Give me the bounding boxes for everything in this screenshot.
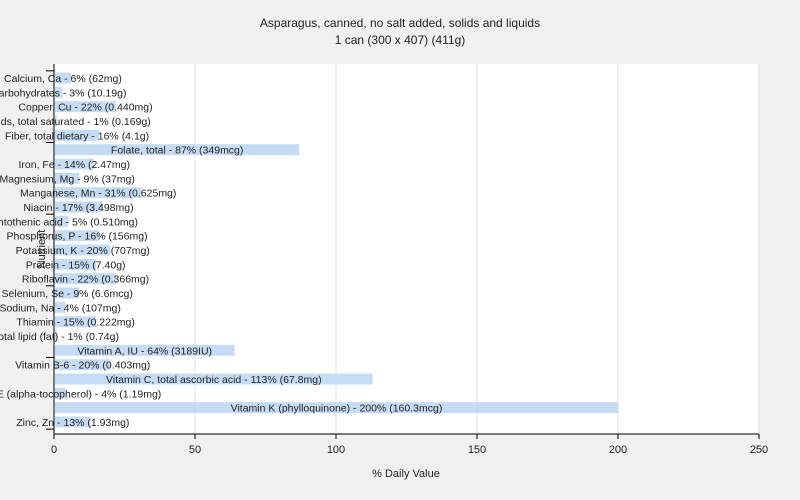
bar-1 — [55, 86, 63, 98]
x-tick-labels: 0 50 100 150 200 250 — [51, 444, 768, 456]
chart-subtitle: 1 can (300 x 407) (411g) — [335, 33, 466, 47]
bar-label-7: Magnesium, Mg - 9% (37mg) — [0, 173, 135, 185]
bar-9 — [55, 201, 102, 213]
bar-23 — [55, 402, 618, 414]
bar-label-5: Folate, total - 87% (349mcg) — [111, 145, 243, 157]
gridlines — [194, 64, 760, 434]
bar-14 — [55, 273, 117, 285]
bar-0 — [55, 72, 71, 84]
x-tick-label-3: 150 — [468, 444, 486, 456]
bar-19 — [55, 344, 235, 356]
bar-label-15: Selenium, Se - 9% (6.6mcg) — [2, 288, 133, 300]
bar-label-20: Vitamin B-6 - 20% (0.403mg) — [15, 360, 150, 372]
axes — [46, 64, 760, 439]
bar-label-1: Carbohydrates - 3% (10.19g) — [0, 87, 126, 99]
bar-18 — [55, 330, 57, 342]
bar-label-0: Calcium, Ca - 6% (62mg) — [4, 73, 122, 85]
x-tick-label-1: 50 — [189, 444, 201, 456]
bar-label-24: Zinc, Zn - 13% (1.93mg) — [16, 417, 129, 429]
bar-label-9: Niacin - 17% (3.498mg) — [23, 202, 133, 214]
y-axis-label: Nutrient — [36, 230, 48, 269]
bar-2 — [55, 101, 117, 113]
x-tick-label-4: 200 — [609, 444, 627, 456]
bar-15 — [55, 287, 80, 299]
bar-label-2: Copper, Cu - 22% (0.440mg) — [18, 102, 152, 114]
bar-13 — [55, 258, 97, 270]
bar-label-19: Vitamin A, IU - 64% (3189IU) — [77, 345, 212, 357]
bar-labels: Calcium, Ca - 6% (62mg) Carbohydrates - 3… — [0, 73, 442, 429]
chart-title: Asparagus, canned, no salt added, solids… — [260, 16, 540, 30]
bar-label-13: Protein - 15% (7.40g) — [26, 259, 126, 271]
bar-label-17: Thiamin - 15% (0.222mg) — [16, 317, 134, 329]
plot-area — [54, 64, 759, 434]
bar-label-6: Iron, Fe - 14% (2.47mg) — [19, 159, 130, 171]
bars — [55, 72, 618, 428]
bar-4 — [55, 129, 100, 141]
bar-3 — [55, 115, 57, 127]
bar-label-21: Vitamin C, total ascorbic acid - 113% (6… — [106, 374, 322, 386]
bar-24 — [55, 416, 91, 428]
x-tick-label-5: 250 — [750, 444, 768, 456]
bar-11 — [55, 230, 100, 242]
bar-16 — [55, 301, 66, 313]
bar-label-3: Fatty acids, total saturated - 1% (0.169… — [0, 116, 151, 128]
x-tick-label-2: 100 — [327, 444, 345, 456]
bar-label-16: Sodium, Na - 4% (107mg) — [0, 302, 121, 314]
bar-label-18: Total lipid (fat) - 1% (0.74g) — [0, 331, 119, 343]
bar-17 — [55, 316, 97, 328]
bar-7 — [55, 172, 80, 184]
bar-10 — [55, 215, 69, 227]
bar-22 — [55, 387, 66, 399]
bar-label-14: Riboflavin - 22% (0.366mg) — [22, 274, 149, 286]
bar-5 — [55, 144, 300, 156]
x-axis-label: % Daily Value — [372, 468, 440, 480]
bar-8 — [55, 187, 142, 199]
bar-label-10: Pantothenic acid - 5% (0.510mg) — [0, 216, 138, 228]
bar-label-23: Vitamin K (phylloquinone) - 200% (160.3m… — [231, 403, 443, 415]
bar-label-22: Vitamin E (alpha-tocopherol) - 4% (1.19m… — [0, 388, 161, 400]
bar-12 — [55, 244, 111, 256]
bar-label-11: Phosphorus, P - 16% (156mg) — [7, 231, 148, 243]
bar-21 — [55, 373, 373, 385]
bar-20 — [55, 359, 111, 371]
bar-label-12: Potassium, K - 20% (707mg) — [16, 245, 150, 257]
bar-label-8: Manganese, Mn - 31% (0.625mg) — [20, 188, 176, 200]
x-tick-label-0: 0 — [51, 444, 57, 456]
bar-6 — [55, 158, 94, 170]
bar-label-4: Fiber, total dietary - 16% (4.1g) — [5, 130, 149, 142]
